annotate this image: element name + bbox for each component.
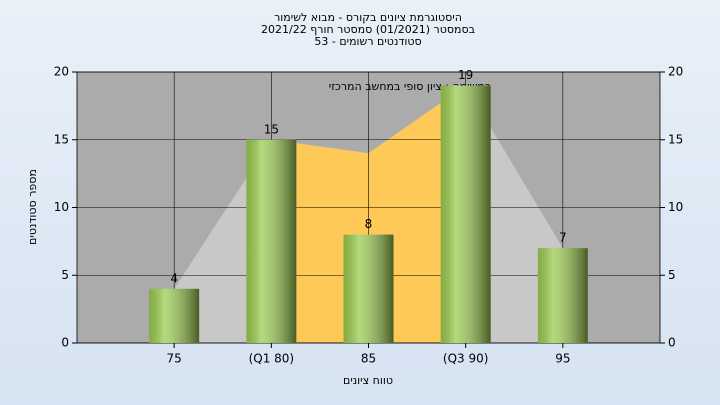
bar-shade: [440, 85, 491, 344]
chart-title: היסטוגרמת ציונים בקורס - מבוא לשימור: [274, 11, 462, 24]
y-tick-label: 0: [61, 336, 69, 350]
chart-subtitle: בסמסטר (01/2021) סמסטר חורף 2021/22: [261, 23, 475, 36]
data-label: 8: [365, 217, 373, 231]
bar-shade: [149, 288, 200, 343]
data-label: 19: [458, 68, 473, 82]
x-tick-label: 95: [555, 352, 570, 366]
y2-tick-label: 5: [668, 268, 676, 282]
y-tick-label: 20: [54, 65, 69, 79]
y-tick-label: 10: [54, 200, 69, 214]
x-tick-label: (Q1 80): [249, 352, 295, 366]
data-label: 7: [559, 231, 567, 245]
x-tick-label: (Q3 90): [443, 352, 489, 366]
y2-tick-label: 0: [668, 336, 676, 350]
y2-tick-label: 15: [668, 132, 683, 146]
y-tick-label: 15: [54, 132, 69, 146]
x-tick-label: 85: [361, 352, 376, 366]
bar-shade: [537, 248, 588, 343]
bar-shade: [246, 139, 297, 343]
y-tick-label: 5: [61, 268, 69, 282]
y2-tick-label: 10: [668, 200, 683, 214]
x-axis-label: טווח ציונים: [343, 374, 393, 387]
data-label: 4: [170, 271, 178, 285]
data-label: 15: [264, 122, 279, 136]
y2-tick-label: 20: [668, 65, 683, 79]
x-tick-label: 75: [167, 352, 182, 366]
bar-shade: [343, 234, 394, 343]
chart-subtitle: סטודנטים רשומים - 53: [314, 35, 421, 48]
y-axis-label: מספר סטודנטים: [26, 169, 39, 245]
